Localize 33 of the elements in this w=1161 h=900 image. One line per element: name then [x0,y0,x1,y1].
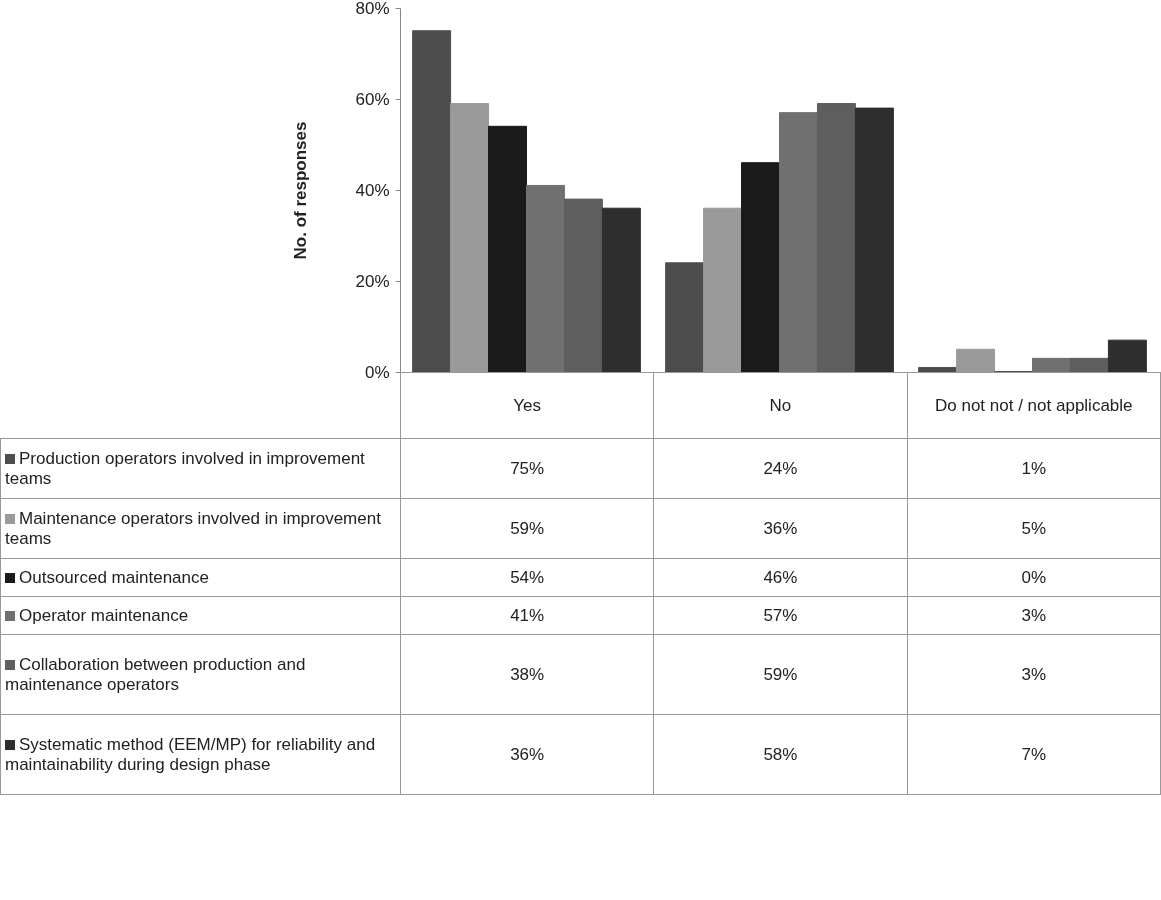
x-tick-label: Yes [400,372,654,439]
data-label: 58% [653,714,908,795]
data-label: 46% [653,558,908,597]
data-label: 1% [907,438,1161,499]
legend-label: Maintenance operators involved in improvement teams [0,498,401,559]
y-tick-label: 0% [364,362,390,382]
data-label: 54% [400,558,654,597]
data-label: 36% [653,498,908,559]
data-label: 0% [907,558,1161,597]
y-tick-label: 20% [355,271,390,291]
y-axis-title: No. of responses [291,121,311,260]
data-label: 38% [400,634,654,715]
data-label: 7% [907,714,1161,795]
data-label: 59% [400,498,654,559]
y-tick-label: 40% [355,180,390,200]
legend-label: Production operators involved in improvement teams [0,438,401,499]
legend-label: Systematic method (EEM/MP) for reliability and maintainability during design phase [0,714,401,795]
data-label: 3% [907,634,1161,715]
legend-label: Outsourced maintenance [0,558,401,597]
legend-label: Operator maintenance [0,596,401,635]
data-label: 57% [653,596,908,635]
data-label: 3% [907,596,1161,635]
data-label: 24% [653,438,908,499]
data-label: 75% [400,438,654,499]
data-label: 36% [400,714,654,795]
y-tick-label: 80% [355,0,390,18]
legend-label: Collaboration between production and maintenance operators [0,634,401,715]
y-tick-label: 60% [355,89,390,109]
data-label: 41% [400,596,654,635]
x-tick-label: Do not not / not applicable [907,372,1161,439]
data-label: 5% [907,498,1161,559]
x-tick-label: No [653,372,908,439]
data-label: 59% [653,634,908,715]
